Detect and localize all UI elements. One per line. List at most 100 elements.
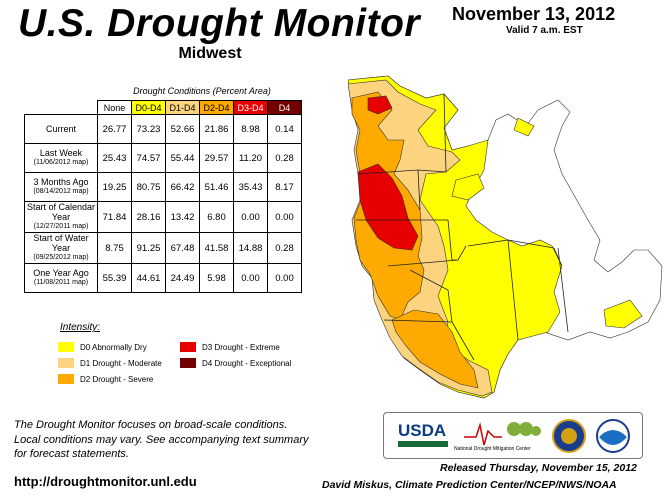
legend-label: D3 Drought - Extreme bbox=[202, 342, 280, 352]
map-d3-area bbox=[357, 163, 419, 251]
table-cell: 52.66 bbox=[165, 114, 200, 144]
release-date: Released Thursday, November 15, 2012 bbox=[440, 462, 637, 474]
table-cell: 0.00 bbox=[267, 201, 302, 233]
table-cell: 0.28 bbox=[267, 232, 302, 264]
table-cell: 21.86 bbox=[199, 114, 234, 144]
midwest-drought-map bbox=[348, 75, 663, 399]
table-cell: 0.28 bbox=[267, 143, 302, 173]
legend-label: D0 Abnormally Dry bbox=[80, 342, 147, 352]
footnote-line: The Drought Monitor focuses on broad-sca… bbox=[14, 419, 288, 431]
table-cell: 80.75 bbox=[131, 172, 166, 202]
legend-item: D0 Abnormally Dry bbox=[58, 342, 147, 352]
column-header: D2-D4 bbox=[199, 100, 234, 115]
map-d3-mn-patch bbox=[367, 95, 393, 115]
footnote-line: for forecast statements. bbox=[14, 448, 129, 460]
table-cell: 35.43 bbox=[233, 172, 268, 202]
column-header: D1-D4 bbox=[165, 100, 200, 115]
legend-label: D1 Drought - Moderate bbox=[80, 358, 162, 368]
table-row: Start of Calendar Year (12/27/2011 map) 71… bbox=[24, 201, 302, 233]
table-caption: Drought Conditions (Percent Area) bbox=[133, 86, 271, 96]
table-cell: 19.25 bbox=[97, 172, 132, 202]
legend-item: D3 Drought - Extreme bbox=[180, 342, 280, 352]
table-cell: 8.17 bbox=[267, 172, 302, 202]
table-row: One Year Ago (11/08/2011 map) 55.39 44.61 24… bbox=[24, 263, 302, 293]
map-date: November 13, 2012 bbox=[452, 4, 616, 24]
legend-item: D1 Drought - Moderate bbox=[58, 358, 162, 368]
table-cell: 5.98 bbox=[199, 263, 234, 293]
table-cell: 8.98 bbox=[233, 114, 268, 144]
row-map-date: (11/08/2011 map) bbox=[33, 279, 89, 286]
table-cell: 11.20 bbox=[233, 143, 268, 173]
column-header: None bbox=[97, 100, 132, 115]
table-cell: 44.61 bbox=[131, 263, 166, 293]
row-map-date: (11/06/2012 map) bbox=[33, 159, 89, 166]
table-row: Current 26.77 73.23 52.66 21.86 8.98 0.14 bbox=[24, 114, 302, 144]
footnote-line: Local conditions may vary. See accompany… bbox=[14, 433, 309, 446]
table-cell: 0.14 bbox=[267, 114, 302, 144]
row-label-text: 3 Months Ago bbox=[33, 177, 89, 187]
table-cell: 73.23 bbox=[131, 114, 166, 144]
row-map-date: (12/27/2011 map) bbox=[33, 223, 89, 230]
legend-label: D2 Drought - Severe bbox=[80, 374, 154, 384]
table-cell: 26.77 bbox=[97, 114, 132, 144]
legend-item: D2 Drought - Severe bbox=[58, 374, 153, 384]
table-cell: 14.88 bbox=[233, 232, 268, 264]
table-header-row: None D0-D4 D1-D4 D2-D4 D3-D4 D4 bbox=[25, 100, 302, 115]
table-cell: 25.43 bbox=[97, 143, 132, 173]
usda-logo-bar bbox=[398, 441, 448, 447]
author-credit: David Miskus, Climate Prediction Center/… bbox=[322, 479, 617, 491]
map-d0-ohio-patch bbox=[603, 299, 643, 329]
legend-title: Intensity: bbox=[60, 322, 101, 333]
ndmc-logo-icon bbox=[464, 422, 541, 446]
row-label: Start of Water Year (09/25/2012 map) bbox=[24, 232, 98, 264]
row-label: 3 Months Ago (08/14/2012 map) bbox=[24, 172, 98, 202]
column-header: D4 bbox=[267, 100, 302, 115]
row-label-text: One Year Ago bbox=[33, 268, 89, 278]
map-d2-missouri bbox=[391, 309, 479, 389]
partner-logos: USDA National Drought Mitigation Center bbox=[383, 412, 643, 459]
table-cell: 28.16 bbox=[131, 201, 166, 233]
table-cell: 24.49 bbox=[165, 263, 200, 293]
legend-label: D4 Drought - Exceptional bbox=[202, 358, 292, 368]
legend-swatch bbox=[180, 342, 196, 352]
table-cell: 67.48 bbox=[165, 232, 200, 264]
column-header: D3-D4 bbox=[233, 100, 268, 115]
table-cell: 74.57 bbox=[131, 143, 166, 173]
row-map-date: (09/25/2012 map) bbox=[33, 254, 89, 261]
row-label: Start of Calendar Year (12/27/2011 map) bbox=[24, 201, 98, 233]
table-cell: 71.84 bbox=[97, 201, 132, 233]
table-row: Last Week (11/06/2012 map) 25.43 74.57 55.44… bbox=[24, 143, 302, 173]
table-cell: 0.00 bbox=[233, 263, 268, 293]
ndmc-logo-text: National Drought Mitigation Center bbox=[454, 446, 531, 452]
commerce-seal-icon bbox=[552, 419, 586, 453]
row-label-text: Last Week bbox=[39, 148, 83, 158]
table-corner bbox=[25, 101, 98, 115]
table-cell: 55.44 bbox=[165, 143, 200, 173]
table-cell: 0.00 bbox=[233, 201, 268, 233]
row-label: One Year Ago (11/08/2011 map) bbox=[24, 263, 98, 293]
legend-swatch bbox=[58, 358, 74, 368]
map-title: U.S. Drought Monitor bbox=[18, 2, 421, 45]
column-header: D0-D4 bbox=[131, 100, 166, 115]
table-cell: 41.58 bbox=[199, 232, 234, 264]
drought-statistics-table: None D0-D4 D1-D4 D2-D4 D3-D4 D4 Current 26.77 7… bbox=[24, 100, 302, 293]
region-subtitle: Midwest bbox=[178, 45, 242, 62]
usda-logo: USDA bbox=[398, 421, 447, 440]
map-d0-mi-north-patch bbox=[513, 117, 535, 137]
row-map-date: (08/14/2012 map) bbox=[33, 188, 89, 195]
valid-time: Valid 7 a.m. EST bbox=[506, 25, 583, 36]
legend-item: D4 Drought - Exceptional bbox=[180, 358, 291, 368]
table-cell: 55.39 bbox=[97, 263, 132, 293]
table-cell: 51.46 bbox=[199, 172, 234, 202]
table-cell: 66.42 bbox=[165, 172, 200, 202]
table-cell: 13.42 bbox=[165, 201, 200, 233]
row-label-text: Start of Water Year bbox=[33, 233, 89, 253]
row-label-text: Current bbox=[45, 124, 76, 134]
footnote: The Drought Monitor focuses on broad-sca… bbox=[14, 418, 308, 462]
table-row: Start of Water Year (09/25/2012 map) 8.75 9… bbox=[24, 232, 302, 264]
table-cell: 29.57 bbox=[199, 143, 234, 173]
legend-swatch bbox=[58, 342, 74, 352]
website-link[interactable]: http://droughtmonitor.unl.edu bbox=[14, 474, 197, 489]
table-cell: 6.80 bbox=[199, 201, 234, 233]
table-cell: 0.00 bbox=[267, 263, 302, 293]
